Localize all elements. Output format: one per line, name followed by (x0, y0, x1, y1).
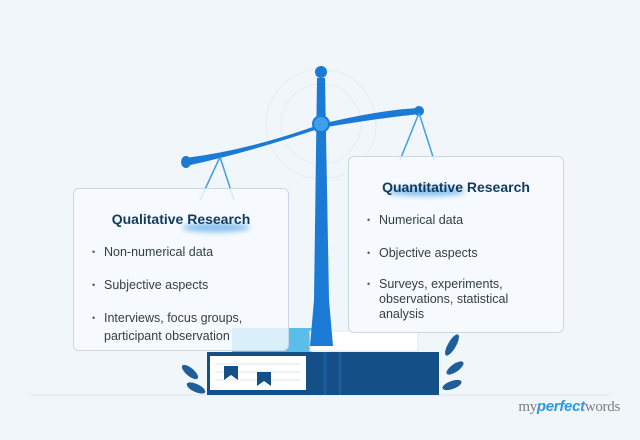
bookmark-icon (224, 366, 238, 380)
card-title: Qualitative Research (74, 211, 288, 232)
scale-top-knob (315, 66, 327, 78)
brand-logo: myperfectwords (518, 398, 620, 415)
list-item: Interviews, focus groups, participant ob… (74, 309, 288, 345)
list-item: Non-numerical data (74, 243, 288, 261)
card-title: Quantitative Research (382, 179, 530, 196)
list-item: Objective aspects (349, 244, 563, 262)
scale-pivot (312, 115, 330, 133)
list-item: Numerical data (349, 211, 563, 229)
scale-beam (185, 108, 420, 166)
bullet-list: Numerical data Objective aspects Surveys… (349, 211, 563, 322)
bookmark-icon (257, 372, 271, 386)
bullet-list: Non-numerical data Subjective aspects In… (74, 243, 288, 345)
scale-pole (310, 78, 333, 346)
qualitative-research-card: Qualitative Research Non-numerical data … (73, 188, 289, 351)
quantitative-research-card: Quantitative Research Numerical data Obj… (348, 156, 564, 333)
leaves-icon (181, 334, 464, 394)
list-item: Surveys, experiments, observations, stat… (349, 277, 563, 322)
list-item: Subjective aspects (74, 276, 288, 294)
